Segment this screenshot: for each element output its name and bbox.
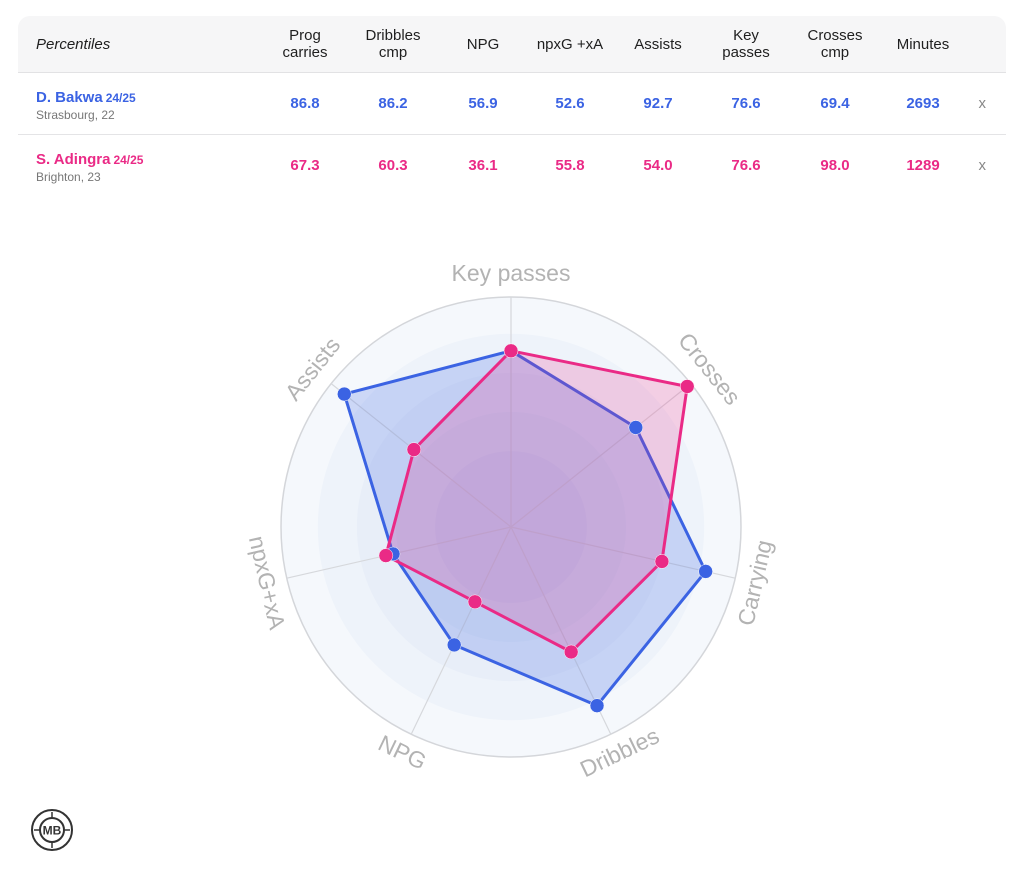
axis-label: Key passes (452, 260, 571, 286)
value-npg: 36.1 (468, 157, 498, 174)
player-club-age: Brighton, 23 (36, 170, 101, 184)
value-prog-carries: 86.8 (290, 95, 320, 112)
data-point-adingra (378, 548, 394, 563)
data-point-bakwa (446, 637, 462, 653)
percentile-table: Percentiles Prog carries Dribbles cmp NP… (18, 16, 1006, 196)
data-point-bakwa (589, 698, 605, 713)
col-minutes: Minutes (896, 35, 950, 53)
data-point-bakwa (698, 564, 713, 579)
data-point-adingra (406, 442, 422, 457)
col-crosses-cmp: Crosses cmp (807, 27, 863, 61)
player-name[interactable]: D. Bakwa 24/25 (36, 89, 136, 106)
col-key-passes: Key passes (722, 27, 770, 61)
col-assists: Assists (634, 35, 682, 53)
data-point-adingra (563, 644, 579, 660)
radar-spoke (410, 526, 512, 735)
value-crosses-cmp: 69.4 (820, 95, 850, 112)
radar-spoke (510, 526, 736, 579)
value-dribbles-cmp: 86.2 (378, 95, 408, 112)
data-point-bakwa (628, 420, 644, 435)
table-row-bakwa: D. Bakwa 24/25 Strasbourg, 22 86.8 86.2 5… (18, 73, 1006, 135)
player-season: 24/25 (113, 153, 144, 167)
data-point-adingra (654, 554, 670, 569)
data-point-adingra (467, 594, 483, 610)
table-header: Percentiles Prog carries Dribbles cmp NP… (18, 16, 1006, 73)
remove-player-button[interactable]: x (978, 157, 987, 174)
table-row-adingra: S. Adingra 24/25 Brighton, 23 67.3 60.3 3… (18, 135, 1006, 196)
player-name[interactable]: S. Adingra 24/25 (36, 151, 144, 168)
data-point-adingra (503, 343, 519, 359)
value-assists: 54.0 (643, 157, 673, 174)
col-npg: NPG (466, 35, 500, 53)
radar-spoke (330, 383, 512, 528)
col-prog-carries: Prog carries (282, 27, 328, 61)
col-dribbles-cmp: Dribbles cmp (365, 27, 421, 61)
svg-text:MB: MB (43, 824, 62, 838)
remove-player-button[interactable]: x (978, 95, 987, 112)
value-npg: 56.9 (468, 95, 498, 112)
value-prog-carries: 67.3 (290, 157, 320, 174)
table-title: Percentiles (36, 35, 111, 53)
player-season: 24/25 (105, 91, 136, 105)
value-minutes: 2693 (906, 95, 940, 112)
data-point-adingra (679, 379, 695, 394)
value-assists: 92.7 (643, 95, 673, 112)
series-area-bakwa (342, 349, 708, 708)
col-npxg-xa: npxG +xA (536, 35, 604, 53)
player-club-age: Strasbourg, 22 (36, 108, 115, 122)
series-area-adingra (384, 349, 689, 654)
data-point-bakwa (337, 386, 352, 402)
value-key-passes: 76.6 (731, 157, 761, 174)
value-npxg-xa: 55.8 (555, 157, 585, 174)
radar-spoke (510, 383, 692, 528)
value-minutes: 1289 (906, 157, 940, 174)
value-npxg-xa: 52.6 (555, 95, 585, 112)
mb-logo: MB (31, 809, 73, 851)
value-key-passes: 76.6 (731, 95, 761, 112)
value-dribbles-cmp: 60.3 (378, 157, 408, 174)
value-crosses-cmp: 98.0 (820, 157, 850, 174)
